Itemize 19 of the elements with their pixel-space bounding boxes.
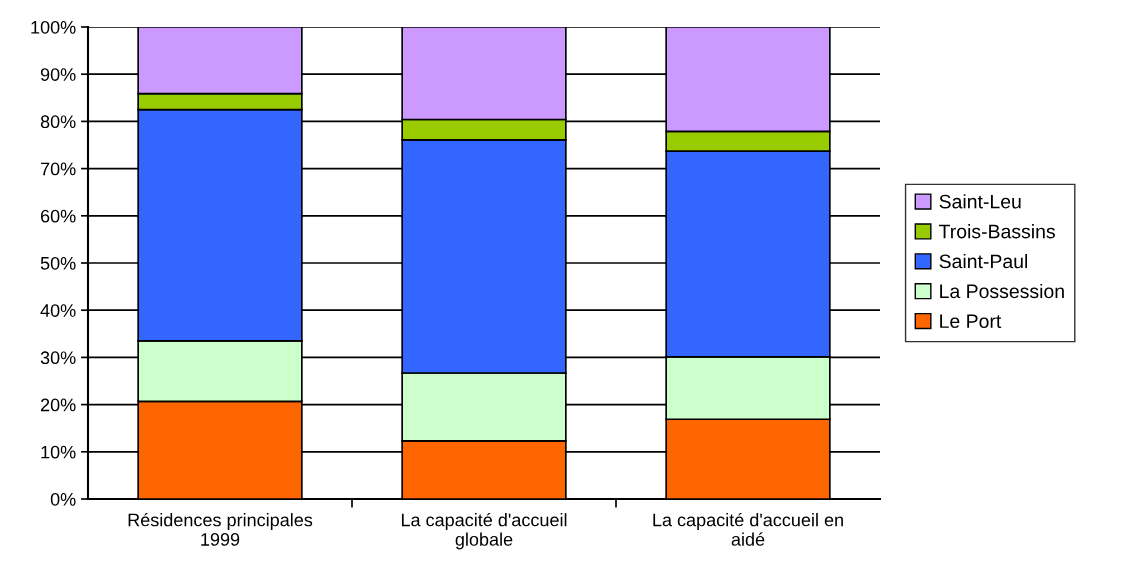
y-tick-label: 70% bbox=[40, 162, 76, 176]
legend-label: Saint-Paul bbox=[939, 253, 1028, 269]
y-tick-label: 0% bbox=[50, 492, 76, 506]
legend-label: Trois-Bassins bbox=[939, 224, 1055, 239]
y-tick-label: 80% bbox=[40, 115, 76, 129]
y-tick-label: 40% bbox=[40, 304, 76, 317]
x-tick-label: La capacité d'accueil globale bbox=[401, 512, 567, 550]
x-tick-label: La capacité d'accueil en aidé bbox=[653, 512, 843, 546]
x-tick-label: Résidences principales 1999 bbox=[128, 512, 313, 546]
y-tick-label: 20% bbox=[40, 398, 76, 412]
y-tick-label: 90% bbox=[40, 68, 76, 81]
y-tick-label: 60% bbox=[40, 209, 76, 223]
y-tick-label: 10% bbox=[41, 445, 76, 459]
legend-label: Le Port bbox=[940, 314, 1002, 329]
legend-label: Saint-Leu bbox=[939, 194, 1021, 209]
y-tick-label: 30% bbox=[40, 351, 76, 365]
legend-label: La Possession bbox=[940, 283, 1064, 299]
y-tick-label: 50% bbox=[40, 256, 76, 270]
y-tick-label: 100% bbox=[31, 20, 76, 34]
